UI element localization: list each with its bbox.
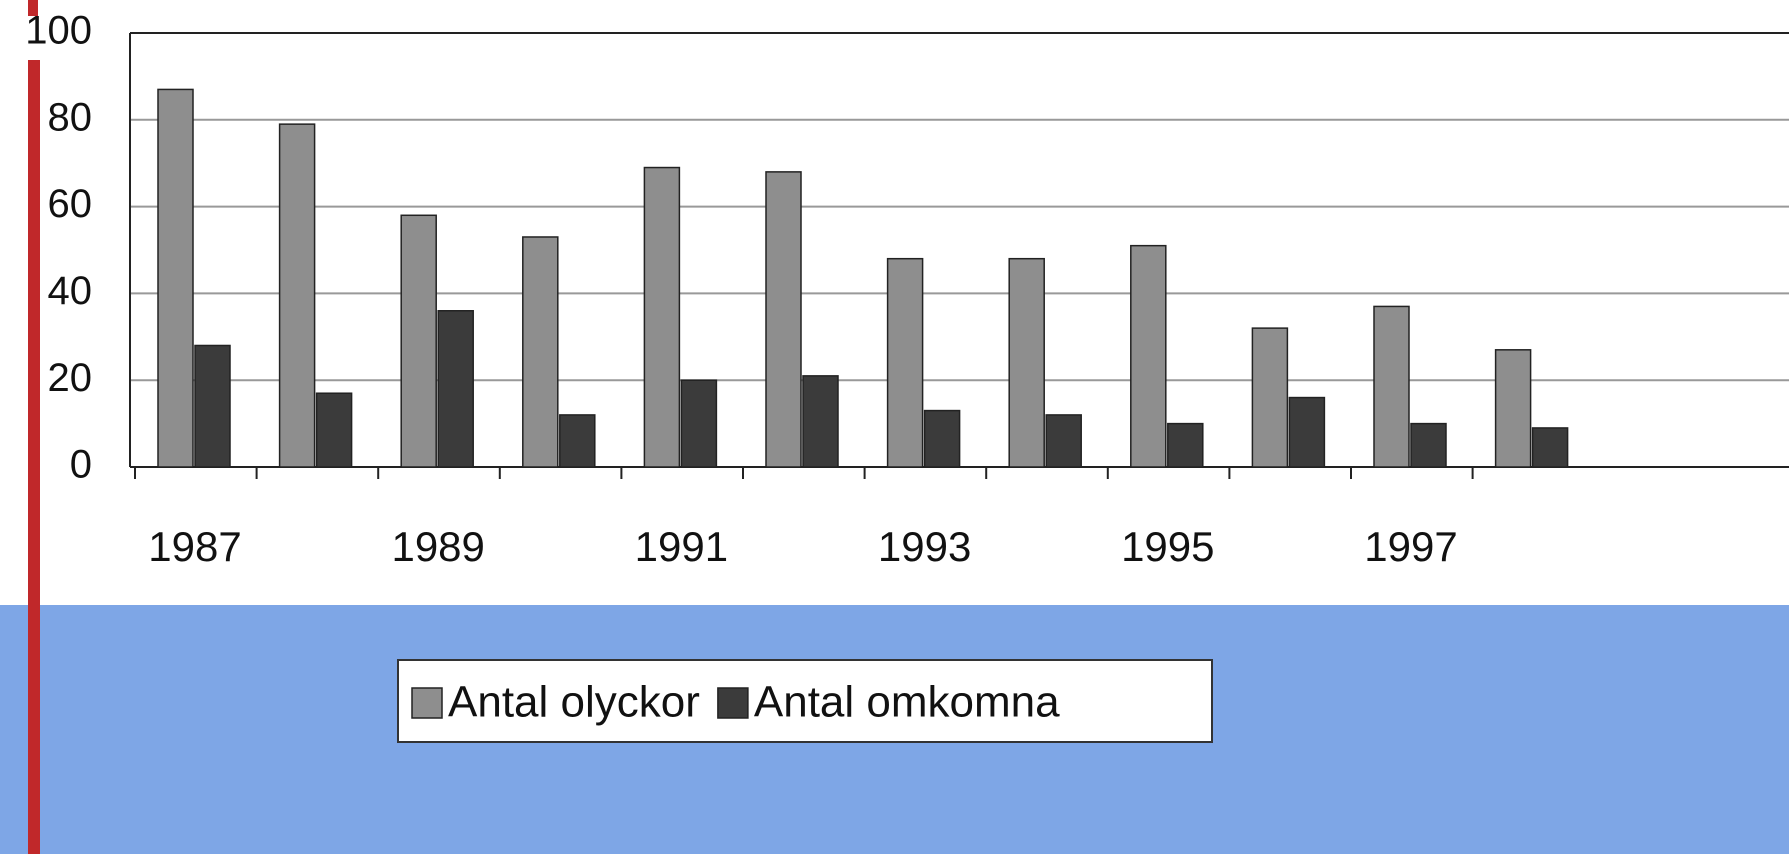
bar [1494,349,1532,468]
legend-label: Antal omkomna [754,678,1060,727]
bar [802,375,839,468]
bar [765,171,802,468]
y-tick-label: 100 [25,9,92,53]
accent-bar [28,60,40,854]
bar [643,166,681,468]
bar [1045,414,1082,468]
legend-label: Antal olyckor [448,678,700,727]
y-tick-label: 0 [70,443,92,487]
legend-box [397,659,1213,743]
x-tick-label: 1995 [1121,523,1214,570]
bar [1373,305,1410,468]
accent-bar [28,0,38,16]
bar [194,344,231,468]
bar [1130,244,1167,468]
bar [437,310,474,468]
bar [1008,257,1045,468]
bar [1288,396,1326,468]
bar [559,414,596,468]
bar [1167,422,1204,468]
legend-swatch [717,687,749,719]
bar [1251,327,1289,468]
bar [1531,427,1569,468]
bar [923,409,961,468]
bar [1410,422,1447,468]
bar [400,214,437,468]
x-tick-label: 1991 [635,523,728,570]
y-tick-label: 80 [48,95,93,139]
x-tick-label: 1993 [878,523,971,570]
bar [680,379,718,468]
y-tick-label: 60 [48,182,93,226]
x-tick-label: 1997 [1364,523,1457,570]
bar [886,257,924,468]
bar [315,392,353,468]
bar [278,123,316,468]
y-tick-label: 40 [48,269,93,313]
x-tick-label: 1987 [148,523,241,570]
bar [522,236,559,468]
y-tick-label: 20 [48,356,93,400]
x-tick-label: 1989 [391,523,484,570]
legend-swatch [411,687,443,719]
bar [157,88,194,468]
